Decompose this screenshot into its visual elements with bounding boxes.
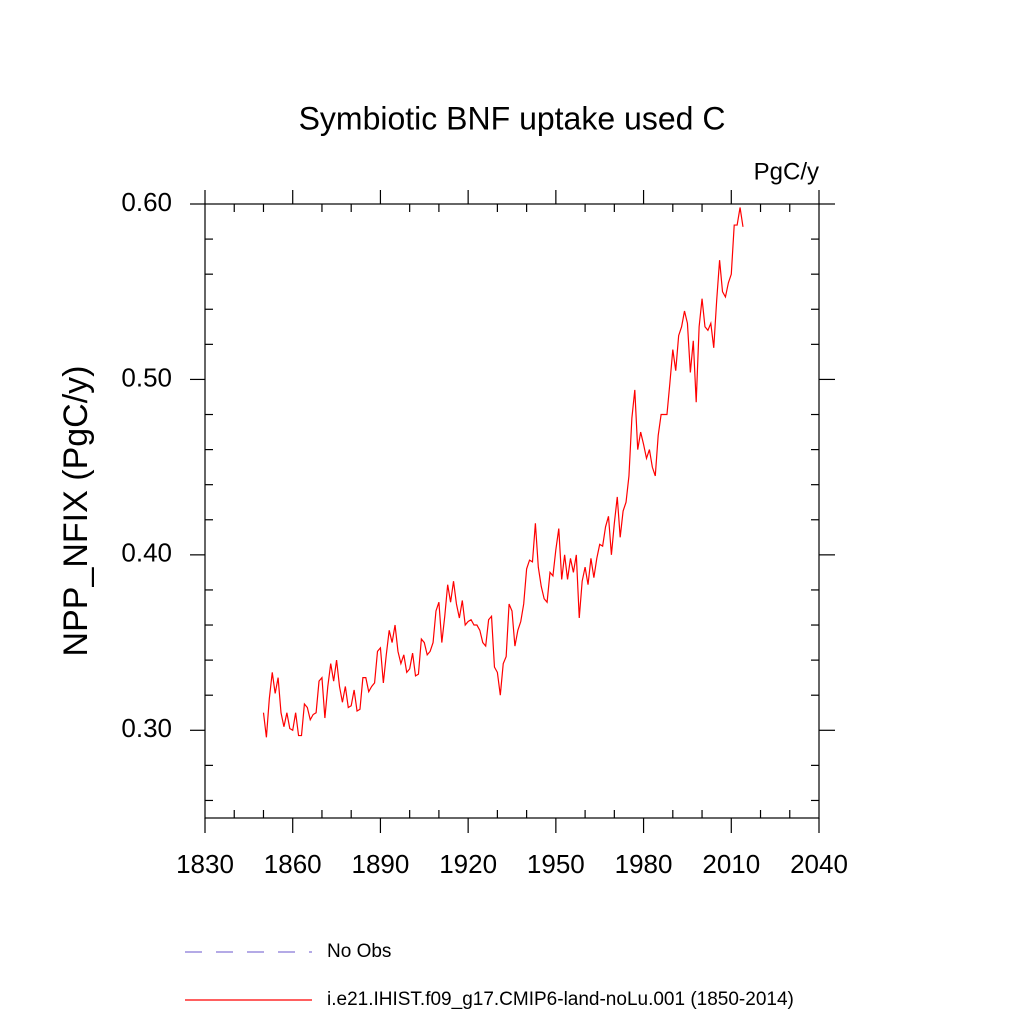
legend-label: i.e21.IHIST.f09_g17.CMIP6-land-noLu.001 … [327,989,794,1010]
legend-label: No Obs [327,941,391,962]
y-tick-label: 0.40 [121,538,172,568]
x-tick-label: 1890 [352,849,410,879]
x-tick-label: 1920 [439,849,497,879]
x-tick-label: 1830 [176,849,234,879]
x-tick-label: 2010 [702,849,760,879]
units-label: PgC/y [754,158,819,185]
y-tick-label: 0.50 [121,362,172,392]
y-tick-label: 0.30 [121,713,172,743]
x-tick-label: 1980 [615,849,673,879]
data-line [262,207,744,738]
plot-frame [204,203,820,819]
x-tick-label: 1860 [264,849,322,879]
y-axis-label: NPP_NFIX (PgC/y) [57,366,95,657]
x-tick-label: 2040 [790,849,848,879]
chart-title: Symbiotic BNF uptake used C [299,100,726,136]
x-tick-label: 1950 [527,849,585,879]
y-tick-label: 0.60 [121,187,172,217]
